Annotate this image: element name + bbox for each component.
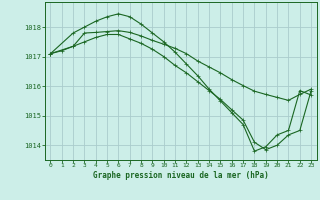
X-axis label: Graphe pression niveau de la mer (hPa): Graphe pression niveau de la mer (hPa) — [93, 171, 269, 180]
